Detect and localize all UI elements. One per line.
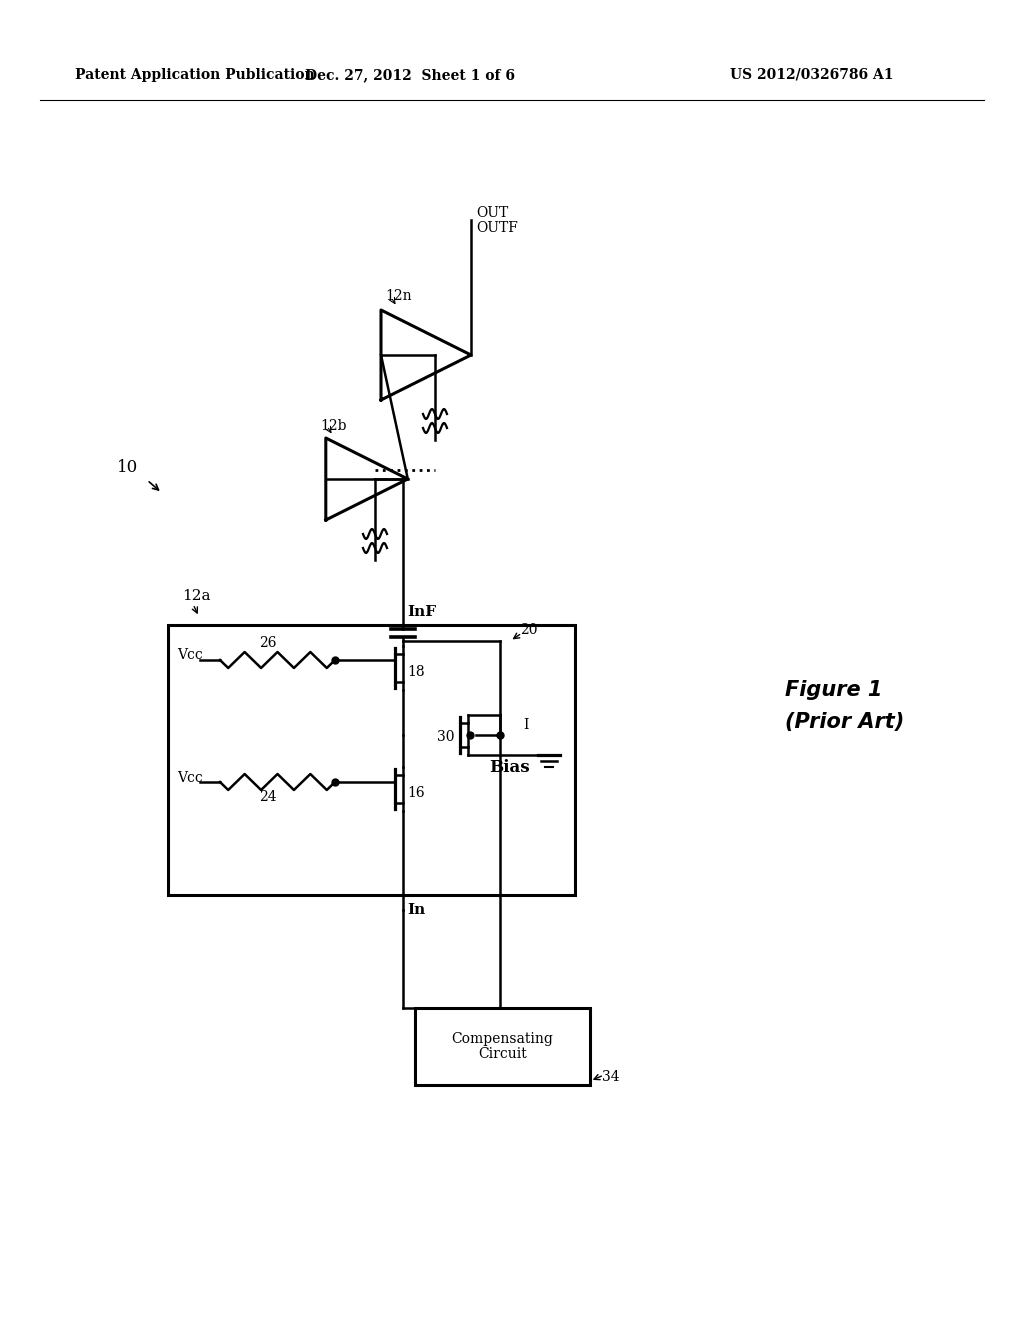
Text: In: In <box>407 903 425 917</box>
Text: OUT: OUT <box>476 206 508 220</box>
Text: US 2012/0326786 A1: US 2012/0326786 A1 <box>730 69 894 82</box>
Text: Vcc: Vcc <box>177 771 203 785</box>
Text: 12n: 12n <box>385 289 412 304</box>
Text: Dec. 27, 2012  Sheet 1 of 6: Dec. 27, 2012 Sheet 1 of 6 <box>305 69 515 82</box>
Text: 12a: 12a <box>182 589 211 603</box>
Text: 10: 10 <box>118 459 138 477</box>
Text: 16: 16 <box>407 785 425 800</box>
Text: I: I <box>523 718 528 733</box>
Text: OUTF: OUTF <box>476 220 518 235</box>
Text: Vcc: Vcc <box>177 648 203 663</box>
Bar <box>415 1008 590 1085</box>
Text: 30: 30 <box>437 730 455 744</box>
Text: 26: 26 <box>259 636 276 649</box>
Text: Figure 1: Figure 1 <box>785 680 883 700</box>
Text: 12b: 12b <box>319 418 346 433</box>
Text: 18: 18 <box>407 665 425 678</box>
Text: 34: 34 <box>602 1071 620 1084</box>
Text: Compensating: Compensating <box>452 1031 553 1045</box>
Text: 20: 20 <box>520 623 538 638</box>
Text: Circuit: Circuit <box>478 1048 527 1061</box>
Text: Patent Application Publication: Patent Application Publication <box>75 69 314 82</box>
Text: Bias: Bias <box>489 759 530 776</box>
Bar <box>168 624 575 895</box>
Text: 24: 24 <box>259 789 276 804</box>
Text: (Prior Art): (Prior Art) <box>785 711 904 733</box>
Text: InF: InF <box>407 605 436 619</box>
